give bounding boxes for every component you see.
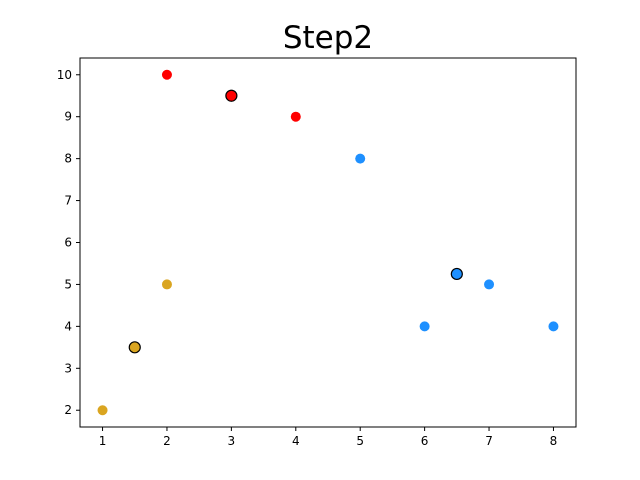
y-axis: 2 3 4 5 6 7 8 9 10 <box>57 68 80 417</box>
x-tick-label: 1 <box>99 434 107 448</box>
y-tick-label: 8 <box>64 152 72 166</box>
data-point-s2-1 <box>161 279 172 290</box>
x-tick-label: 5 <box>356 434 364 448</box>
data-point-s0-2 <box>290 111 301 122</box>
data-point-s1-3 <box>548 321 559 332</box>
data-point-s1-0 <box>355 153 366 164</box>
x-tick-label: 3 <box>228 434 236 448</box>
x-axis: 1 2 3 4 5 6 7 8 <box>99 427 558 448</box>
data-point-s2-0 <box>97 405 108 416</box>
data-point-s1-2 <box>484 279 495 290</box>
centroid-point-2 <box>128 341 141 354</box>
y-tick-label: 2 <box>64 403 72 417</box>
x-tick-label: 4 <box>292 434 300 448</box>
x-tick-label: 8 <box>550 434 558 448</box>
data-point-s1-1 <box>419 321 430 332</box>
y-tick-label: 4 <box>64 319 72 333</box>
x-tick-label: 2 <box>163 434 171 448</box>
x-tick-label: 7 <box>485 434 493 448</box>
centroid-point-0 <box>225 89 238 102</box>
data-point-s0-0 <box>161 69 172 80</box>
y-tick-label: 7 <box>64 194 72 208</box>
y-tick-label: 9 <box>64 110 72 124</box>
y-tick-label: 6 <box>64 236 72 250</box>
chart-title: Step2 <box>283 20 373 56</box>
axes-frame <box>79 57 577 428</box>
x-tick-label: 6 <box>421 434 429 448</box>
y-tick-label: 10 <box>57 68 72 82</box>
plot-area <box>97 69 559 416</box>
y-tick-label: 5 <box>64 277 72 291</box>
centroid-point-1 <box>450 267 463 281</box>
y-tick-label: 3 <box>64 361 72 375</box>
